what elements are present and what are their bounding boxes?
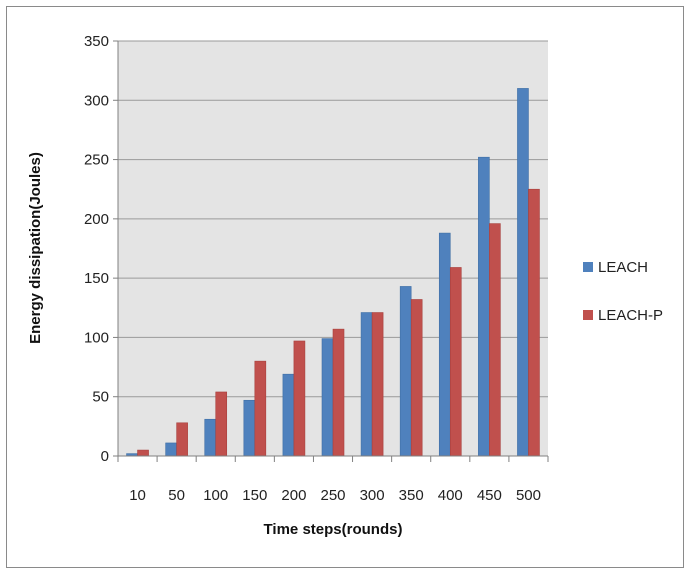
x-tick-label: 500 bbox=[516, 487, 541, 504]
bar-leach-p-10 bbox=[137, 449, 149, 457]
x-tick-label: 250 bbox=[320, 487, 345, 504]
bar-leach-350 bbox=[399, 286, 412, 457]
bar-leach-50 bbox=[165, 442, 177, 457]
x-tick-label: 10 bbox=[129, 487, 146, 504]
x-axis-title: Time steps(rounds) bbox=[264, 521, 403, 538]
bar-leach-p-300 bbox=[371, 312, 384, 457]
bar-leach-200 bbox=[282, 373, 295, 457]
bar-leach-150 bbox=[243, 399, 256, 457]
y-tick-label: 50 bbox=[92, 389, 109, 406]
x-tick-label: 50 bbox=[168, 487, 185, 504]
bar-leach-300 bbox=[360, 312, 373, 457]
bar-leach-p-500 bbox=[528, 188, 540, 457]
bar-leach-p-350 bbox=[410, 299, 423, 457]
bars-group bbox=[126, 88, 540, 457]
y-tick-label: 250 bbox=[84, 152, 109, 169]
bar-leach-p-400 bbox=[449, 267, 462, 457]
bar-leach-500 bbox=[517, 88, 529, 457]
legend-swatch-leach bbox=[583, 262, 593, 272]
bar-leach-p-50 bbox=[176, 422, 188, 457]
x-tick-label: 100 bbox=[203, 487, 228, 504]
bar-leach-100 bbox=[204, 418, 217, 457]
y-tick-label: 300 bbox=[84, 92, 109, 109]
bar-leach-450 bbox=[478, 156, 490, 457]
legend-label-leach-p: LEACH-P bbox=[598, 307, 663, 324]
bar-leach-p-250 bbox=[332, 328, 345, 457]
bar-leach-p-100 bbox=[215, 391, 228, 457]
y-axis-title: Energy dissipation(Joules) bbox=[27, 152, 44, 344]
bar-leach-p-450 bbox=[489, 223, 501, 457]
y-tick-label: 350 bbox=[84, 33, 109, 50]
y-tick-label: 150 bbox=[84, 270, 109, 287]
x-tick-label: 400 bbox=[438, 487, 463, 504]
x-tick-label: 200 bbox=[281, 487, 306, 504]
bar-leach-p-200 bbox=[293, 340, 306, 457]
x-tick-label: 350 bbox=[399, 487, 424, 504]
y-tick-label: 100 bbox=[84, 329, 109, 346]
bar-leach-400 bbox=[438, 232, 451, 457]
legend-label-leach: LEACH bbox=[598, 259, 648, 276]
x-tick-label: 300 bbox=[360, 487, 385, 504]
bar-leach-p-150 bbox=[254, 360, 267, 457]
x-tick-label: 150 bbox=[242, 487, 267, 504]
tick-labels-group: 0 50 100 150 200 250 300 350 10 50 100 150 200 250 300… bbox=[84, 33, 541, 504]
bar-leach-250 bbox=[321, 338, 334, 457]
x-tick-label: 450 bbox=[477, 487, 502, 504]
legend-swatch-leach-p bbox=[583, 310, 593, 320]
y-tick-label: 0 bbox=[101, 448, 109, 465]
y-tick-label: 200 bbox=[84, 211, 109, 228]
axes-group bbox=[113, 40, 549, 462]
legend: LEACH LEACH-P bbox=[583, 259, 663, 324]
gridlines bbox=[118, 40, 548, 398]
